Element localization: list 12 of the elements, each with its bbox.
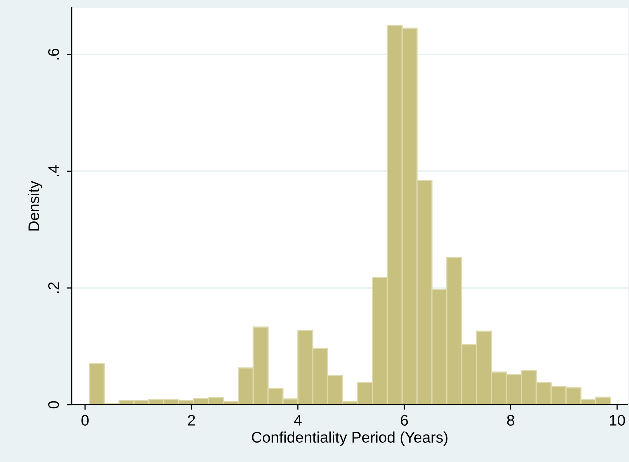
y-tick-label: 0 (48, 401, 60, 409)
x-axis-title: Confidentiality Period (Years) (252, 432, 448, 446)
x-tick-label: 8 (507, 415, 515, 426)
x-tick-label: 6 (401, 415, 408, 426)
y-tick-label: .4 (48, 166, 60, 176)
x-tick-label: 10 (610, 415, 626, 426)
y-tick-label: .6 (48, 49, 60, 60)
y-tick-label: .2 (48, 282, 60, 294)
x-tick-label: 0 (82, 415, 89, 426)
x-tick-label: 2 (188, 415, 196, 426)
x-tick-label: 4 (294, 415, 302, 426)
y-axis-title: Density (28, 181, 42, 231)
